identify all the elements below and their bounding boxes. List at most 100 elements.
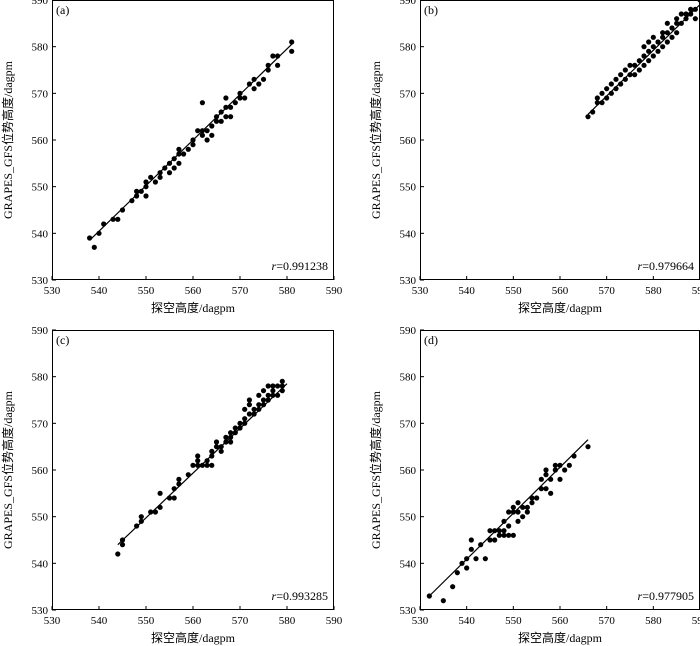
x-tick-label: 550 — [505, 615, 522, 627]
data-point — [157, 504, 163, 510]
data-point — [195, 458, 201, 464]
data-point — [594, 95, 600, 101]
data-point — [176, 146, 182, 152]
data-point — [552, 462, 558, 468]
data-point — [636, 58, 642, 64]
y-tick-label: 580 — [32, 372, 49, 384]
x-tick-label: 570 — [232, 615, 249, 627]
regression-line — [428, 439, 589, 597]
data-point — [218, 444, 224, 450]
data-point — [279, 378, 285, 384]
data-point — [646, 48, 652, 54]
data-point — [279, 383, 285, 389]
data-point — [440, 598, 446, 604]
correlation-label: r=0.991238 — [272, 259, 328, 273]
data-point — [260, 76, 267, 82]
x-tick-label: 530 — [412, 615, 429, 627]
data-point — [464, 556, 470, 562]
data-point — [510, 509, 516, 515]
data-point — [190, 137, 196, 143]
plot-frame — [420, 330, 700, 610]
data-point — [265, 392, 271, 398]
data-point — [246, 81, 252, 87]
data-point — [218, 448, 224, 454]
x-tick-label: 540 — [458, 285, 475, 297]
data-point — [674, 16, 680, 22]
x-tick-label: 580 — [645, 285, 662, 297]
data-point — [557, 462, 563, 468]
data-point — [501, 518, 507, 524]
data-point — [157, 174, 163, 180]
plot-frame — [52, 330, 334, 610]
data-point — [228, 439, 234, 445]
y-axis-label: GRAPES_GFS位势高度/dagpm — [368, 390, 383, 549]
data-point — [251, 411, 257, 417]
data-point — [134, 193, 140, 199]
data-point — [660, 30, 666, 36]
data-point — [510, 504, 516, 510]
panel-d: 530 540 550 560 570 580 590 530 540 550 560 570 580 5… — [368, 325, 700, 645]
data-point — [613, 86, 619, 92]
correlation-value: =0.977905 — [642, 589, 694, 603]
data-point — [566, 462, 572, 468]
data-point — [213, 444, 220, 450]
data-point — [176, 160, 182, 166]
data-point — [152, 179, 158, 185]
correlation-value: =0.991238 — [276, 259, 328, 273]
data-point — [232, 100, 238, 106]
data-point — [454, 570, 460, 576]
data-point — [246, 397, 252, 403]
data-point — [594, 100, 600, 106]
x-tick-label: 580 — [645, 615, 662, 627]
correlation-label: r=0.993285 — [272, 589, 328, 603]
y-axis-label: GRAPES_GFS位势高度/dagpm — [0, 390, 15, 549]
data-point — [650, 53, 656, 59]
data-point — [209, 132, 215, 138]
y-tick-label: 540 — [400, 228, 417, 240]
data-point — [176, 151, 182, 157]
data-point — [246, 402, 252, 408]
data-point — [464, 565, 470, 571]
data-point — [664, 20, 670, 26]
data-point — [506, 509, 512, 515]
data-point — [213, 439, 220, 445]
data-point — [641, 44, 647, 50]
y-tick-label: 590 — [400, 0, 417, 7]
data-point — [228, 114, 234, 120]
data-point — [223, 439, 229, 445]
data-point — [604, 86, 610, 92]
data-point — [129, 198, 135, 204]
data-point — [218, 118, 224, 124]
data-point — [669, 25, 675, 31]
panel-label: (b) — [424, 3, 438, 17]
y-tick-label: 550 — [32, 512, 49, 524]
data-point — [265, 383, 271, 389]
data-point — [543, 467, 549, 473]
correlation-label: r=0.977905 — [638, 589, 694, 603]
data-point — [228, 430, 234, 436]
data-point — [256, 406, 262, 412]
data-point — [275, 383, 281, 389]
data-point — [134, 523, 140, 529]
x-tick-label: 540 — [458, 615, 475, 627]
data-point — [119, 537, 126, 543]
x-tick-label: 550 — [505, 285, 522, 297]
data-point — [228, 104, 234, 110]
data-point — [101, 221, 107, 227]
y-tick-label: 570 — [400, 88, 417, 100]
data-point — [622, 76, 628, 82]
x-axis-label: 探空高度/dagpm — [518, 300, 603, 315]
y-tick-label: 550 — [32, 182, 49, 194]
data-point — [506, 532, 512, 538]
x-axis-label: 探空高度/dagpm — [151, 300, 236, 315]
data-point — [223, 114, 229, 120]
x-tick-label: 570 — [598, 615, 615, 627]
data-point — [678, 11, 684, 17]
correlation-value: =0.979664 — [642, 259, 694, 273]
data-point — [195, 462, 201, 468]
data-point — [115, 216, 121, 222]
data-point — [237, 420, 243, 426]
x-tick-label: 560 — [185, 615, 202, 627]
data-point — [520, 504, 526, 510]
